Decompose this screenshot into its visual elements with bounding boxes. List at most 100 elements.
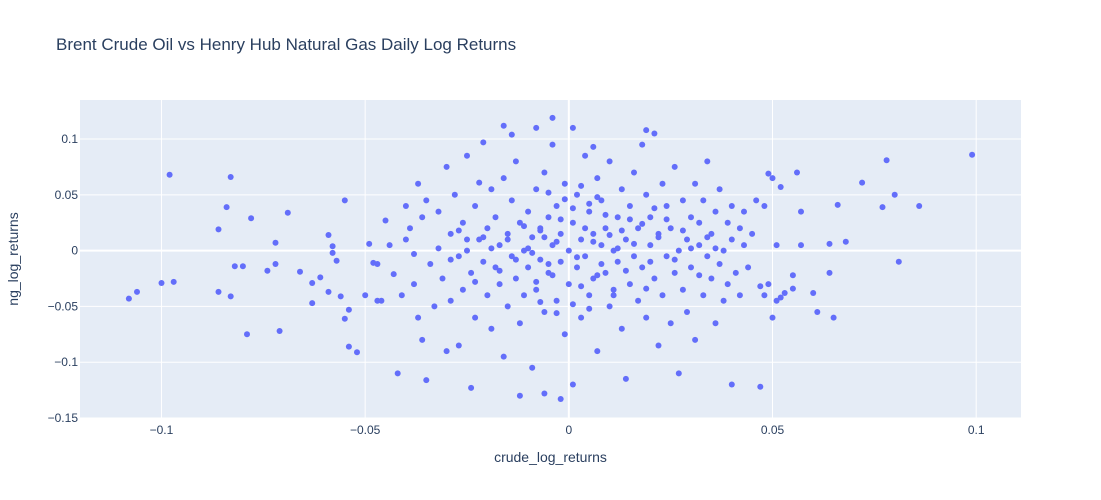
data-point bbox=[728, 236, 735, 243]
data-point bbox=[333, 257, 340, 264]
data-point bbox=[569, 381, 576, 388]
data-point bbox=[533, 186, 540, 193]
data-point bbox=[810, 290, 817, 296]
data-point bbox=[569, 219, 576, 226]
data-point bbox=[272, 239, 279, 246]
data-point bbox=[606, 232, 613, 238]
data-point bbox=[598, 197, 605, 204]
data-point bbox=[541, 169, 548, 176]
data-point bbox=[794, 169, 800, 176]
x-axis-title: crude_log_returns bbox=[494, 449, 607, 465]
data-point bbox=[407, 225, 413, 232]
data-point bbox=[227, 293, 234, 300]
data-point bbox=[480, 139, 487, 146]
data-point bbox=[736, 292, 743, 299]
data-point bbox=[553, 297, 560, 304]
data-point bbox=[757, 283, 764, 290]
data-point bbox=[631, 240, 637, 247]
data-point bbox=[488, 186, 495, 193]
data-point bbox=[708, 275, 715, 282]
data-point bbox=[549, 141, 556, 148]
data-point bbox=[484, 225, 491, 232]
data-point bbox=[643, 191, 650, 198]
data-point bbox=[382, 217, 389, 224]
data-point bbox=[773, 297, 780, 304]
data-point bbox=[451, 191, 458, 198]
data-point bbox=[602, 225, 609, 232]
data-point bbox=[125, 295, 132, 302]
data-point bbox=[651, 205, 658, 212]
data-point bbox=[284, 209, 291, 216]
data-point bbox=[390, 271, 397, 278]
data-point bbox=[626, 281, 633, 288]
data-point bbox=[578, 283, 585, 290]
data-point bbox=[741, 242, 747, 249]
data-point bbox=[720, 247, 727, 254]
data-point bbox=[777, 294, 784, 301]
data-point bbox=[745, 264, 752, 271]
data-point bbox=[386, 242, 393, 249]
data-point bbox=[504, 303, 511, 310]
data-point bbox=[777, 184, 784, 190]
data-point bbox=[317, 274, 324, 281]
data-point bbox=[720, 297, 727, 304]
data-point bbox=[598, 261, 605, 267]
data-point bbox=[643, 285, 650, 292]
data-point bbox=[594, 175, 601, 182]
data-point bbox=[561, 180, 568, 187]
data-point bbox=[378, 297, 385, 304]
y-tick-label: −0.1 bbox=[54, 355, 78, 369]
data-point bbox=[671, 269, 678, 276]
data-point bbox=[553, 203, 560, 209]
data-point bbox=[553, 310, 560, 317]
data-point bbox=[484, 292, 491, 299]
x-tick-label: 0.05 bbox=[761, 423, 785, 437]
data-point bbox=[618, 325, 625, 332]
x-axis-ticks: −0.1 −0.05 0 0.05 0.1 bbox=[150, 423, 985, 437]
data-point bbox=[798, 242, 804, 249]
data-point bbox=[574, 191, 580, 198]
data-point bbox=[541, 309, 548, 315]
data-point bbox=[916, 203, 923, 209]
plot-area bbox=[80, 100, 1021, 418]
data-point bbox=[647, 258, 654, 265]
data-point bbox=[557, 216, 564, 223]
data-point bbox=[789, 272, 796, 279]
data-point bbox=[688, 214, 694, 221]
data-point bbox=[419, 336, 426, 343]
data-point bbox=[679, 197, 686, 204]
data-point bbox=[618, 227, 625, 234]
data-point bbox=[402, 203, 409, 209]
data-point bbox=[549, 114, 556, 121]
data-point bbox=[789, 285, 796, 292]
data-point bbox=[345, 306, 352, 313]
data-point bbox=[590, 230, 597, 237]
data-point bbox=[590, 275, 597, 282]
data-point bbox=[569, 301, 576, 308]
data-point bbox=[472, 278, 479, 285]
data-point bbox=[549, 242, 556, 249]
data-point bbox=[842, 238, 849, 245]
data-point bbox=[626, 203, 633, 209]
data-point bbox=[606, 158, 613, 165]
data-point bbox=[655, 342, 662, 349]
data-point bbox=[574, 264, 580, 271]
data-point bbox=[667, 225, 674, 232]
y-tick-label: −0.05 bbox=[48, 299, 79, 313]
data-point bbox=[814, 309, 821, 315]
data-point bbox=[504, 230, 511, 237]
data-point bbox=[561, 331, 568, 338]
data-point bbox=[464, 236, 470, 243]
y-axis-title: ng_log_returns bbox=[5, 212, 21, 305]
y-axis-ticks: −0.15 −0.1 −0.05 0 0.05 0.1 bbox=[48, 132, 79, 425]
data-point bbox=[639, 264, 646, 271]
data-point bbox=[549, 272, 556, 279]
data-point bbox=[688, 264, 694, 271]
data-point bbox=[622, 267, 629, 274]
data-point bbox=[455, 342, 462, 349]
data-point bbox=[696, 272, 703, 279]
data-point bbox=[354, 349, 360, 356]
data-point bbox=[582, 225, 589, 232]
data-point bbox=[741, 208, 747, 215]
data-point bbox=[704, 158, 711, 165]
